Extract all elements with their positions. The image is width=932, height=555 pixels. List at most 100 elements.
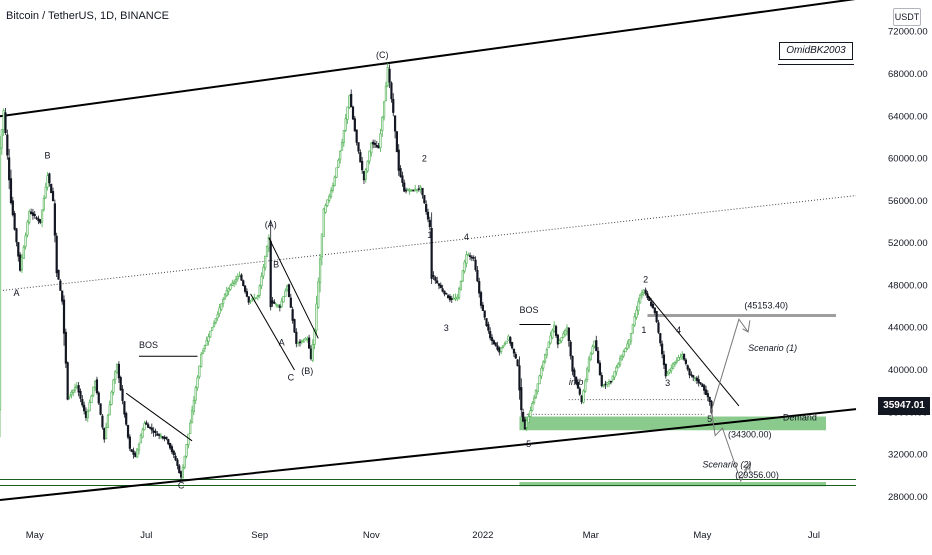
candle: [531, 402, 534, 411]
y-axis-tick: 64000.00: [888, 111, 928, 122]
candle: [339, 150, 342, 160]
wave-label: (A): [265, 219, 277, 229]
candle: [218, 307, 221, 315]
candle: [229, 284, 232, 290]
candle: [591, 346, 594, 354]
candle: [489, 331, 492, 339]
candle: [278, 305, 281, 308]
candle: [692, 375, 695, 378]
candle: [401, 175, 404, 183]
candle: [101, 415, 104, 428]
candle: [247, 296, 250, 303]
y-axis-tick: 48000.00: [888, 280, 928, 291]
lower-zone: [519, 482, 826, 487]
candle: [61, 290, 64, 302]
candle: [233, 281, 236, 284]
candle: [190, 409, 194, 423]
wave-label: A: [279, 338, 285, 348]
candle: [70, 392, 73, 395]
candle: [88, 402, 91, 412]
candle: [595, 340, 598, 351]
candle: [629, 333, 633, 342]
candle: [657, 322, 660, 333]
candle: [518, 365, 521, 391]
candle: [523, 419, 527, 430]
candle: [44, 186, 47, 198]
candle: [172, 450, 175, 456]
candle: [154, 430, 157, 433]
candle: [492, 340, 495, 345]
candle: [348, 95, 351, 108]
candle: [159, 435, 163, 438]
candle: [386, 67, 389, 87]
candle: [611, 375, 614, 381]
demand-zone-label: Demand: [783, 413, 817, 423]
candle: [0, 129, 3, 149]
level-label: (45153.40): [744, 301, 788, 311]
candle: [503, 343, 506, 346]
wave-label: 3: [444, 323, 449, 333]
candle: [66, 362, 69, 400]
candle: [512, 348, 516, 354]
candle: [6, 134, 9, 156]
candle: [152, 430, 155, 433]
candle: [238, 275, 241, 278]
candle: [17, 242, 20, 257]
candle: [35, 217, 38, 219]
candle: [313, 328, 316, 345]
candle: [443, 290, 446, 295]
wave-label: 2: [422, 154, 427, 164]
candle: [383, 101, 386, 118]
candle: [353, 118, 356, 132]
candle: [509, 337, 512, 344]
candle: [690, 374, 693, 376]
candle: [309, 348, 313, 359]
candle: [655, 311, 658, 322]
candle: [22, 246, 25, 259]
candle: [397, 149, 400, 171]
candle: [414, 188, 417, 192]
currency-badge[interactable]: USDT: [893, 8, 921, 26]
candle: [31, 212, 35, 216]
candle: [359, 152, 362, 163]
candle: [381, 117, 384, 132]
candle: [50, 183, 53, 194]
candle: [675, 360, 678, 363]
candle: [240, 274, 243, 281]
candle: [95, 379, 99, 393]
candle: [461, 270, 464, 282]
candle: [404, 189, 408, 192]
wave-label: A: [13, 288, 19, 298]
candle: [631, 323, 634, 334]
wave-label: 5: [526, 439, 531, 449]
candle: [311, 344, 314, 361]
candle: [39, 219, 42, 223]
candle: [11, 200, 14, 216]
candle: [165, 436, 168, 439]
candle: [254, 297, 258, 299]
candle: [576, 382, 580, 389]
last-price-tag: 35947.01: [878, 397, 930, 415]
candle: [331, 185, 334, 191]
trendline-jul: [125, 392, 193, 442]
candle: [487, 324, 490, 331]
candle: [269, 240, 272, 308]
candle: [28, 211, 31, 223]
candle: [344, 118, 347, 131]
candle: [320, 233, 324, 258]
candle: [59, 280, 62, 291]
candle: [553, 324, 556, 332]
candle: [664, 363, 667, 377]
candle: [604, 383, 607, 386]
chart-annotation: Scenario (2): [702, 459, 751, 469]
candle: [677, 357, 680, 361]
wave-label: B: [273, 259, 279, 269]
candle: [558, 340, 561, 344]
candle: [671, 363, 675, 369]
candle: [222, 299, 225, 305]
candle: [368, 150, 371, 162]
candle: [628, 339, 631, 346]
candle: [225, 290, 228, 296]
candle: [84, 411, 88, 418]
